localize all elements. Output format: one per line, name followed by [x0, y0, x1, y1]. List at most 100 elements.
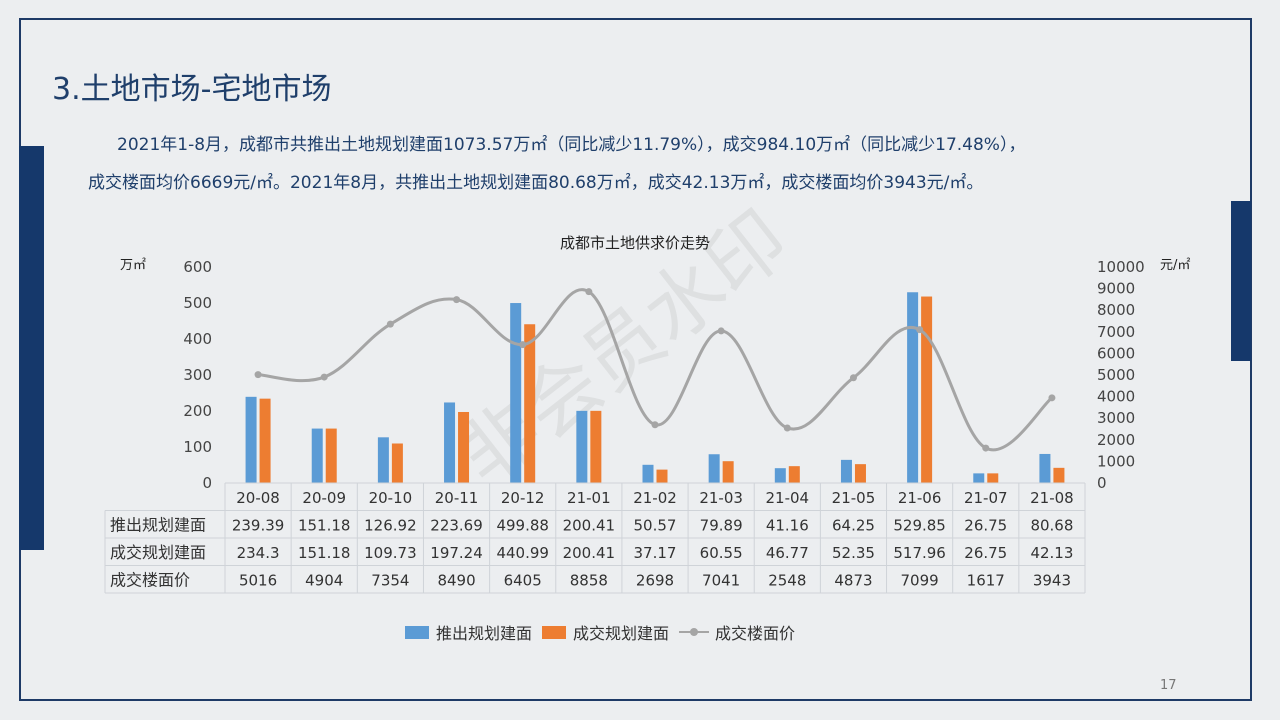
table-cell: 64.25	[832, 517, 875, 535]
price-line	[257, 288, 1053, 452]
table-cell: 109.73	[364, 544, 417, 562]
page-number: 17	[1160, 678, 1177, 693]
bar-deal	[987, 473, 999, 483]
legend-swatch-supply	[405, 625, 429, 639]
legend-item-deal: 成交规划建面	[542, 620, 669, 644]
y-right-tick-label: 6000	[1097, 344, 1135, 362]
chart-title: 成都市土地供求价走势	[560, 234, 711, 252]
bar-supply	[311, 428, 323, 483]
price-point	[585, 288, 593, 296]
slide-title: 3.土地市场-宅地市场	[52, 72, 332, 107]
price-point	[453, 296, 461, 304]
table-cell: 8490	[437, 572, 475, 590]
table-cell: 499.88	[496, 517, 549, 535]
right-axis-unit: 元/㎡	[1160, 258, 1191, 273]
bar-deal	[854, 464, 866, 483]
x-tick-label: 20-08	[236, 489, 280, 507]
table-cell: 7041	[702, 572, 740, 590]
y-right-tick-label: 4000	[1097, 388, 1135, 406]
table-cell: 79.89	[700, 517, 743, 535]
x-tick-label: 21-06	[898, 489, 942, 507]
bar-supply	[1039, 453, 1051, 483]
y-left-tick-label: 100	[183, 438, 212, 456]
x-tick-label: 21-02	[633, 489, 677, 507]
left-accent-bar	[19, 146, 44, 550]
table-cell: 1617	[967, 572, 1005, 590]
bar-deal	[458, 411, 470, 483]
right-accent-bar	[1231, 201, 1251, 361]
price-point	[916, 326, 924, 334]
x-tick-label: 21-08	[1030, 489, 1074, 507]
bar-supply	[907, 292, 919, 483]
table-cell: 223.69	[430, 517, 483, 535]
price-point	[651, 421, 659, 429]
bar-deal	[656, 469, 668, 483]
table-cell: 41.16	[766, 517, 809, 535]
table-row-label: 成交楼面价	[110, 571, 190, 590]
y-left-tick-label: 600	[183, 258, 212, 276]
x-tick-label: 20-10	[369, 489, 413, 507]
table-cell: 2548	[768, 572, 806, 590]
y-right-tick-label: 10000	[1097, 258, 1145, 276]
x-tick-label: 20-12	[501, 489, 545, 507]
y-right-tick-label: 2000	[1097, 431, 1135, 449]
table-cell: 151.18	[298, 517, 351, 535]
table-cell: 26.75	[964, 517, 1007, 535]
y-right-tick-label: 3000	[1097, 409, 1135, 427]
table-cell: 2698	[636, 572, 674, 590]
table-cell: 6405	[504, 572, 542, 590]
bar-deal	[722, 461, 734, 483]
left-axis-unit: 万㎡	[120, 258, 147, 273]
table-cell: 529.85	[893, 517, 946, 535]
y-right-tick-label: 8000	[1097, 301, 1135, 319]
bar-supply	[708, 454, 720, 483]
table-cell: 26.75	[964, 544, 1007, 562]
bar-supply	[973, 473, 985, 483]
table-cell: 42.13	[1030, 544, 1073, 562]
table-cell: 197.24	[430, 544, 483, 562]
y-right-tick-label: 7000	[1097, 323, 1135, 341]
bar-supply	[576, 410, 588, 483]
bar-deal	[590, 410, 602, 483]
summary-paragraph: 2021年1-8月，成都市共推出土地规划建面1073.57万㎡（同比减少11.7…	[88, 126, 1198, 202]
legend-label-price: 成交楼面价	[715, 624, 796, 643]
y-right-tick-label: 5000	[1097, 366, 1135, 384]
bar-supply	[444, 402, 456, 483]
table-cell: 200.41	[563, 544, 616, 562]
table-cell: 4873	[834, 572, 872, 590]
summary-line-2: 成交楼面均价6669元/㎡。2021年8月，共推出土地规划建面80.68万㎡，成…	[88, 173, 984, 193]
table-cell: 126.92	[364, 517, 417, 535]
table-cell: 517.96	[893, 544, 946, 562]
y-left-tick-label: 300	[183, 366, 212, 384]
y-left-tick-label: 0	[202, 474, 212, 492]
y-left-tick-label: 500	[183, 294, 212, 312]
table-cell: 60.55	[700, 544, 743, 562]
bar-deal	[1053, 467, 1065, 483]
table-cell: 37.17	[634, 544, 677, 562]
x-tick-label: 21-03	[699, 489, 743, 507]
price-point	[717, 327, 725, 335]
legend-swatch-price	[679, 627, 710, 637]
bar-supply	[642, 464, 654, 483]
bar-supply	[377, 437, 389, 483]
table-cell: 200.41	[563, 517, 616, 535]
table-cell: 46.77	[766, 544, 809, 562]
bar-deal	[524, 324, 536, 483]
bar-deal	[325, 428, 337, 483]
table-cell: 52.35	[832, 544, 875, 562]
y-right-tick-label: 1000	[1097, 452, 1135, 470]
table-row-label: 推出规划建面	[110, 516, 206, 535]
bar-supply	[510, 303, 522, 483]
price-point	[1048, 394, 1056, 402]
table-cell: 239.39	[232, 517, 285, 535]
bar-deal	[259, 398, 271, 483]
x-tick-label: 21-05	[832, 489, 876, 507]
price-point	[982, 444, 990, 452]
table-cell: 8858	[570, 572, 608, 590]
table-cell: 50.57	[634, 517, 677, 535]
legend-item-supply: 推出规划建面	[405, 620, 532, 644]
legend-label-deal: 成交规划建面	[573, 624, 670, 643]
x-tick-label: 21-07	[964, 489, 1008, 507]
table-row-label: 成交规划建面	[110, 543, 206, 562]
price-point	[320, 373, 328, 381]
